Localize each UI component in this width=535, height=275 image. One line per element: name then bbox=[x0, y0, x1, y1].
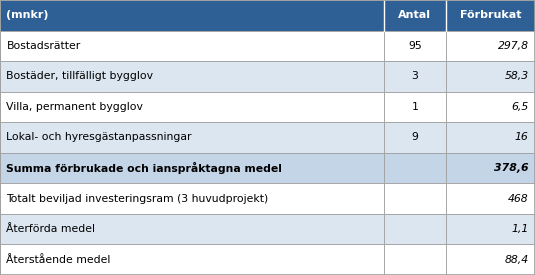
Bar bbox=[0, 183, 384, 214]
Text: 16: 16 bbox=[515, 133, 529, 142]
Text: 9: 9 bbox=[411, 133, 418, 142]
Bar bbox=[0, 31, 384, 61]
Text: 1,1: 1,1 bbox=[511, 224, 529, 234]
Bar bbox=[384, 92, 446, 122]
Text: 6,5: 6,5 bbox=[511, 102, 529, 112]
Bar bbox=[446, 122, 535, 153]
Bar bbox=[446, 244, 535, 275]
Bar bbox=[446, 61, 535, 92]
Text: Lokal- och hyresgästanpassningar: Lokal- och hyresgästanpassningar bbox=[6, 133, 192, 142]
Bar bbox=[384, 153, 446, 183]
Bar bbox=[384, 244, 446, 275]
Bar bbox=[0, 153, 384, 183]
Text: Återförda medel: Återförda medel bbox=[6, 224, 95, 234]
Bar bbox=[0, 0, 535, 31]
Text: 378,6: 378,6 bbox=[494, 163, 529, 173]
Bar bbox=[0, 214, 384, 244]
Text: Återstående medel: Återstående medel bbox=[6, 255, 111, 265]
Text: 3: 3 bbox=[411, 72, 418, 81]
Text: Summa förbrukade och ianspråktagna medel: Summa förbrukade och ianspråktagna medel bbox=[6, 162, 282, 174]
Text: Antal: Antal bbox=[399, 10, 431, 20]
Text: (mnkr): (mnkr) bbox=[6, 10, 49, 20]
Bar bbox=[446, 31, 535, 61]
Bar bbox=[446, 214, 535, 244]
Bar bbox=[0, 92, 384, 122]
Text: Bostäder, tillfälligt bygglov: Bostäder, tillfälligt bygglov bbox=[6, 72, 154, 81]
Text: Totalt beviljad investeringsram (3 huvudprojekt): Totalt beviljad investeringsram (3 huvud… bbox=[6, 194, 269, 204]
Bar bbox=[0, 244, 384, 275]
Text: Bostadsrätter: Bostadsrätter bbox=[6, 41, 81, 51]
Bar bbox=[446, 153, 535, 183]
Text: Villa, permanent bygglov: Villa, permanent bygglov bbox=[6, 102, 143, 112]
Text: Förbrukat: Förbrukat bbox=[460, 10, 521, 20]
Bar bbox=[384, 31, 446, 61]
Text: 58,3: 58,3 bbox=[505, 72, 529, 81]
Bar bbox=[446, 92, 535, 122]
Bar bbox=[384, 61, 446, 92]
Bar bbox=[384, 122, 446, 153]
Text: 297,8: 297,8 bbox=[498, 41, 529, 51]
Text: 88,4: 88,4 bbox=[505, 255, 529, 265]
Bar bbox=[0, 122, 384, 153]
Text: 1: 1 bbox=[411, 102, 418, 112]
Text: 95: 95 bbox=[408, 41, 422, 51]
Bar bbox=[384, 183, 446, 214]
Bar bbox=[384, 214, 446, 244]
Bar bbox=[446, 183, 535, 214]
Text: 468: 468 bbox=[508, 194, 529, 204]
Bar bbox=[0, 61, 384, 92]
